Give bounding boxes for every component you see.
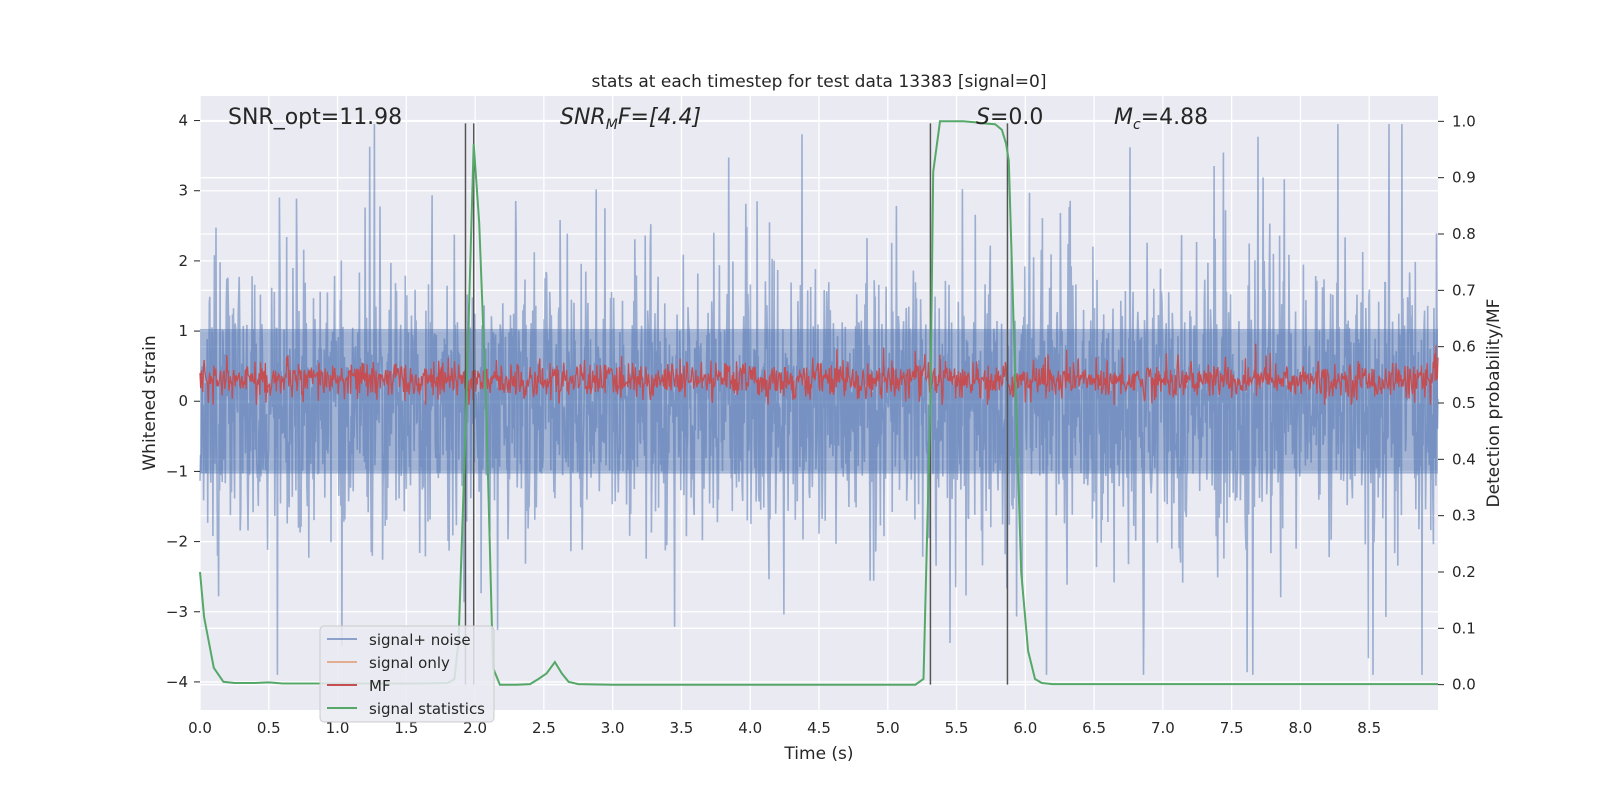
x-ticks: 0.0 0.5 1.0 1.5 2.0 2.5 3.0 3.5 4.0 4.5 5.0 5.5 6.0 6… [188, 719, 1381, 737]
x-tick-label: 7.5 [1220, 719, 1244, 737]
annotation-s: S=0.0 [976, 105, 1043, 130]
x-tick-label: 1.0 [326, 719, 350, 737]
x-tick-label: 0.0 [188, 719, 212, 737]
y-right-tick-label: 0.9 [1452, 169, 1476, 187]
x-tick-label: 6.0 [1013, 719, 1037, 737]
legend-label-signal-only: signal only [369, 654, 450, 672]
chart-title: stats at each timestep for test data 133… [592, 72, 1047, 92]
x-tick-label: 7.0 [1151, 719, 1175, 737]
x-tick-label: 0.5 [257, 719, 281, 737]
signal-noise-core [200, 328, 1438, 474]
signal-noise-trace [199, 124, 1439, 675]
y-axis-label-right: Detection probability/MF [1484, 299, 1504, 508]
annotation-mc: Mc=4.88 [1114, 105, 1208, 133]
y-right-tick-label: 0.6 [1452, 338, 1476, 356]
y-right-tick-label: 1.0 [1452, 112, 1476, 130]
y-right-tick-label: 0.3 [1452, 507, 1476, 525]
annotation-snr-mf: SNRMF=[4.4] [560, 105, 701, 133]
legend-label-mf: MF [369, 677, 391, 695]
y-tick-label: 0 [178, 392, 188, 410]
x-tick-label: 8.0 [1289, 719, 1313, 737]
y-tick-label: 1 [178, 322, 188, 340]
y-right-tick-label: 0.2 [1452, 563, 1476, 581]
x-tick-label: 4.5 [807, 719, 831, 737]
y-right-tick-label: 0.5 [1452, 394, 1476, 412]
y-tick-label: −1 [166, 462, 188, 480]
legend-label-signal-noise: signal+ noise [369, 631, 471, 649]
y-right-tick-label: 0.8 [1452, 225, 1476, 243]
y-right-tick-label: 0.1 [1452, 619, 1476, 637]
legend-box [319, 625, 495, 723]
x-tick-label: 8.5 [1357, 719, 1381, 737]
y-tick-label: −4 [166, 673, 188, 691]
x-tick-label: 6.5 [1082, 719, 1106, 737]
signal-noise-line [199, 124, 1439, 675]
x-tick-label: 5.0 [876, 719, 900, 737]
annotation-snr-opt: SNR_opt=11.98 [228, 105, 402, 130]
x-tick-label: 3.5 [670, 719, 694, 737]
legend-label-signal-statistics: signal statistics [369, 700, 485, 718]
y-tick-label: 2 [178, 252, 188, 270]
x-tick-label: 4.0 [738, 719, 762, 737]
y-tick-label: −2 [166, 533, 188, 551]
y-tick-label: 3 [178, 182, 188, 200]
x-tick-label: 2.0 [463, 719, 487, 737]
y-tick-label: −3 [166, 603, 188, 621]
y-right-tick-label: 0.0 [1452, 676, 1476, 694]
y-tick-label: 4 [178, 112, 188, 130]
x-tick-label: 5.5 [945, 719, 969, 737]
legend: signal+ noise signal only MF signal stat… [319, 625, 495, 723]
x-tick-label: 1.5 [394, 719, 418, 737]
x-tick-label: 2.5 [532, 719, 556, 737]
x-axis-label: Time (s) [783, 744, 853, 764]
y-ticks-left: −4 −3 −2 −1 0 1 2 3 4 [166, 112, 200, 691]
y-ticks-right: 0.0 0.1 0.2 0.3 0.4 0.5 0.6 0.7 0.8 0.9 1.0 [1438, 112, 1476, 694]
y-right-tick-label: 0.7 [1452, 281, 1476, 299]
mf-trace [199, 343, 1439, 405]
y-axis-label: Whitened strain [140, 335, 160, 470]
x-tick-label: 3.0 [601, 719, 625, 737]
y-right-tick-label: 0.4 [1452, 450, 1476, 468]
mf-line [199, 343, 1439, 405]
